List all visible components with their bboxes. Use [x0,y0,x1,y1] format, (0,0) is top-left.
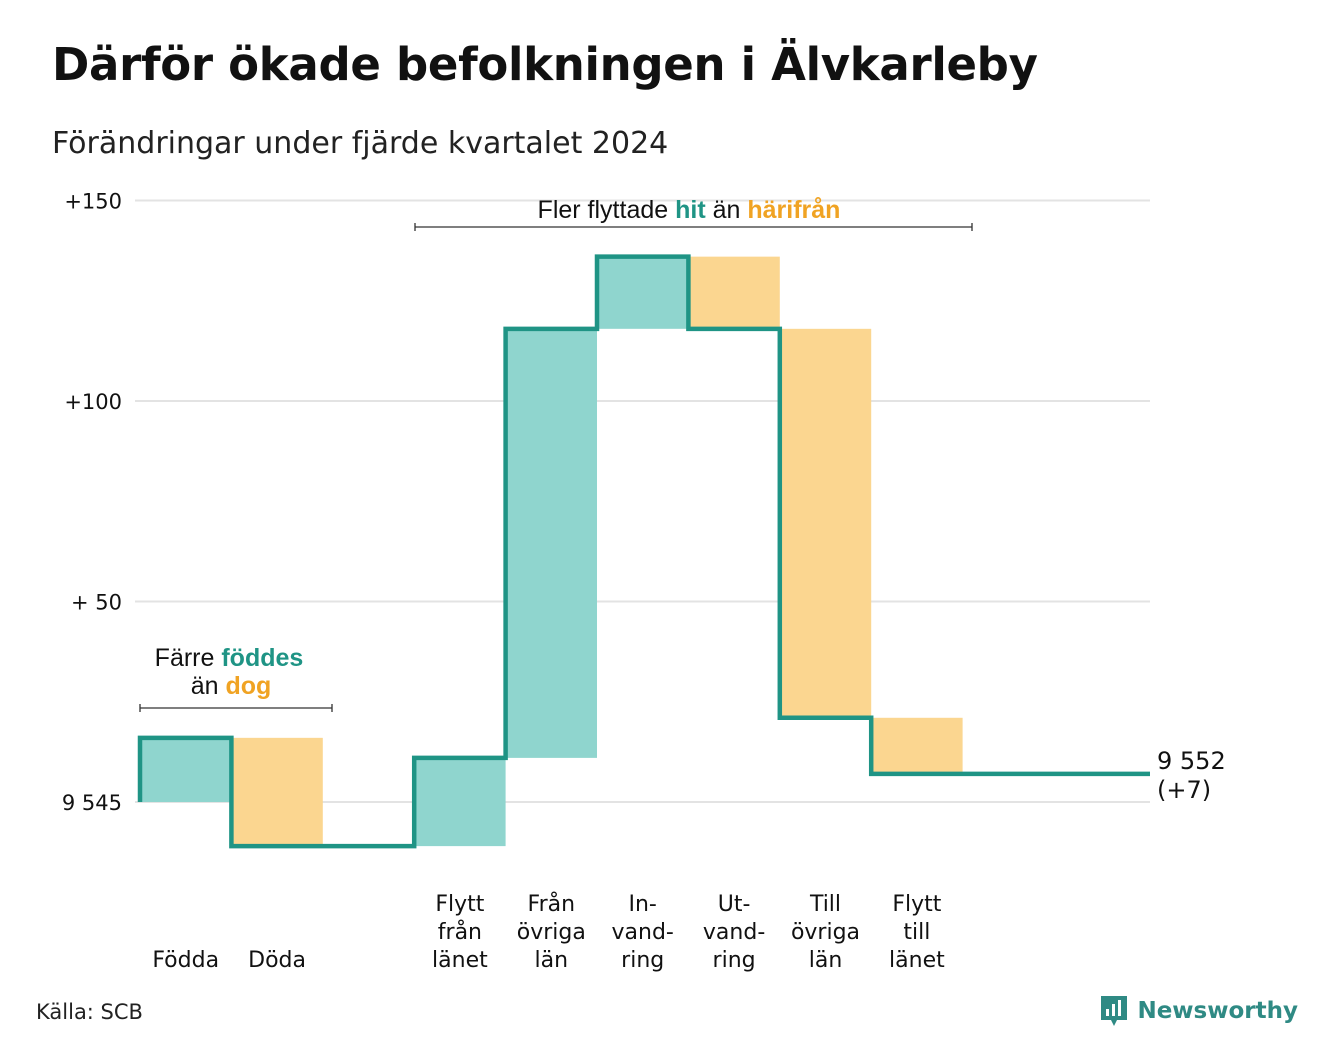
moves-annotation: Fler flyttade hit än härifrån [414,196,973,231]
bar-3 [414,757,506,847]
source-note: Källa: SCB [36,1000,143,1024]
y-tick-label-3: +150 [64,190,122,214]
category-label-4-2: län [535,948,569,973]
bars [140,256,963,847]
category-label-7-2: län [809,948,843,973]
bar-1 [231,737,323,847]
category-label-3-0: Flytt [435,892,484,917]
end-label: 9 552 (+7) [1157,747,1226,804]
bar-5 [597,256,689,329]
y-tick-label-2: +100 [64,390,122,414]
category-labels: Födda DödaFlyttfrånlänetFrånövrigalänIn-v… [152,891,945,973]
category-label-4-1: övriga [517,920,586,945]
chart-title: Därför ökade befolkningen i Älvkarleby [52,38,1038,91]
category-label-5-0: In- [629,892,657,917]
category-label-8-0: Flytt [892,892,941,917]
births-bracket [139,704,333,712]
end-value-label: 9 552 [1157,747,1226,775]
y-tick-label-0: 9 545 [62,791,122,815]
bar-7 [779,328,872,718]
category-label-7-1: övriga [791,920,860,945]
brand-name: Newsworthy [1137,998,1298,1024]
category-label-6-1: vand- [703,920,765,945]
y-tick-label-1: + 50 [71,591,122,615]
births-annotation: Färre föddes än dog [139,644,333,712]
moves-bracket [414,223,973,231]
category-label-7-0: Till [809,892,841,917]
running-total-line [137,254,1150,849]
births-annotation-line1: Färre föddes [155,644,304,672]
category-label-6-2: ring [713,948,756,973]
step-line [137,254,1150,849]
chart-subtitle: Förändringar under fjärde kvartalet 2024 [52,126,669,161]
category-label-5-1: vand- [612,920,674,945]
category-label-8-2: länet [889,948,945,973]
category-label-0-0: Födda [152,948,219,973]
category-label-1-0: Döda [248,948,306,973]
bar-6 [688,256,780,329]
category-label-3-2: länet [432,948,488,973]
bar-4 [505,328,597,758]
births-annotation-line2: än dog [191,672,272,700]
y-axis-ticks: 9 545 + 50 +100 +150 [62,190,122,816]
category-label-5-2: ring [621,948,664,973]
brand-logo: Newsworthy [1099,994,1298,1028]
category-label-3-1: från [438,919,482,945]
end-change-label: (+7) [1157,776,1211,804]
newsworthy-logo-icon [1101,996,1128,1026]
category-label-4-0: Från [528,891,576,917]
moves-annotation-text: Fler flyttade hit än härifrån [538,196,841,224]
bar-8 [871,717,963,774]
bar-0 [140,737,232,802]
category-label-8-1: till [903,920,930,945]
category-label-6-0: Ut- [718,892,751,917]
